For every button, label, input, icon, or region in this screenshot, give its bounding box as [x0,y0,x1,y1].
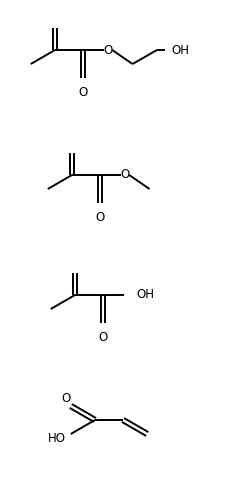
Text: O: O [120,169,129,182]
Text: O: O [103,44,112,57]
Text: O: O [78,86,87,99]
Text: OH: OH [170,44,188,57]
Text: HO: HO [48,433,65,445]
Text: O: O [61,391,70,404]
Text: O: O [95,211,104,224]
Text: OH: OH [136,288,153,301]
Text: O: O [98,331,107,344]
